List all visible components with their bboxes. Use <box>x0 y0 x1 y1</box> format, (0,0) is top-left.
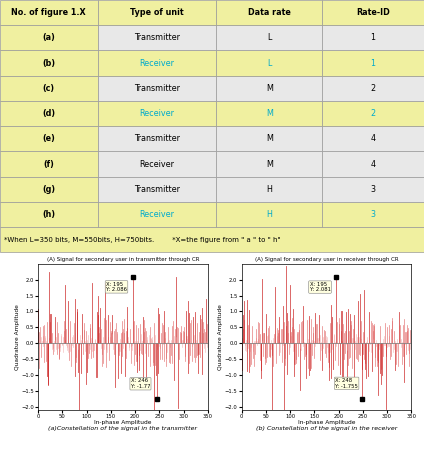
Title: (A) Signal for secondary user in transmitter through CR: (A) Signal for secondary user in transmi… <box>47 257 199 262</box>
Text: *When L=350 bits, M=550bits, H=750bits.        *X=the figure from " a " to " h": *When L=350 bits, M=550bits, H=750bits. … <box>4 237 281 243</box>
Text: Receiver: Receiver <box>139 109 174 118</box>
Text: Transmitter: Transmitter <box>134 33 180 42</box>
Text: M: M <box>266 84 273 93</box>
Text: Data rate: Data rate <box>248 8 291 17</box>
FancyBboxPatch shape <box>322 0 424 25</box>
Y-axis label: Quadrature Amplitude: Quadrature Amplitude <box>15 304 20 370</box>
FancyBboxPatch shape <box>322 25 424 50</box>
X-axis label: In-phase Amplitude: In-phase Amplitude <box>94 420 152 425</box>
FancyBboxPatch shape <box>98 0 216 25</box>
FancyBboxPatch shape <box>322 202 424 227</box>
FancyBboxPatch shape <box>216 126 322 151</box>
FancyBboxPatch shape <box>98 126 216 151</box>
FancyBboxPatch shape <box>322 126 424 151</box>
Text: H: H <box>266 210 272 219</box>
Text: (g): (g) <box>42 185 55 194</box>
FancyBboxPatch shape <box>0 0 98 25</box>
FancyBboxPatch shape <box>322 101 424 126</box>
FancyBboxPatch shape <box>0 202 98 227</box>
Text: (b) Constellation of the signal in the receiver: (b) Constellation of the signal in the r… <box>256 426 397 431</box>
Text: Transmitter: Transmitter <box>134 134 180 143</box>
FancyBboxPatch shape <box>0 50 98 75</box>
FancyBboxPatch shape <box>216 151 322 176</box>
Text: (a)Constellation of the signal in the transmitter: (a)Constellation of the signal in the tr… <box>48 426 198 431</box>
Text: 1: 1 <box>371 33 376 42</box>
FancyBboxPatch shape <box>322 151 424 176</box>
FancyBboxPatch shape <box>322 75 424 101</box>
Text: M: M <box>266 160 273 169</box>
Text: Receiver: Receiver <box>139 210 174 219</box>
Text: (e): (e) <box>42 134 55 143</box>
Text: 4: 4 <box>371 134 376 143</box>
FancyBboxPatch shape <box>0 25 98 50</box>
Text: Transmitter: Transmitter <box>134 84 180 93</box>
Text: L: L <box>267 59 271 68</box>
FancyBboxPatch shape <box>216 25 322 50</box>
Text: (f): (f) <box>43 160 54 169</box>
FancyBboxPatch shape <box>322 50 424 75</box>
X-axis label: In-phase Amplitude: In-phase Amplitude <box>298 420 355 425</box>
Text: M: M <box>266 109 273 118</box>
Text: M: M <box>266 134 273 143</box>
Text: Receiver: Receiver <box>139 160 174 169</box>
Text: 3: 3 <box>371 210 376 219</box>
Y-axis label: Quadrature Amplitude: Quadrature Amplitude <box>218 304 223 370</box>
FancyBboxPatch shape <box>0 227 424 252</box>
Text: Receiver: Receiver <box>139 59 174 68</box>
FancyBboxPatch shape <box>98 151 216 176</box>
Text: 3: 3 <box>371 185 376 194</box>
Text: (d): (d) <box>42 109 55 118</box>
FancyBboxPatch shape <box>0 176 98 202</box>
FancyBboxPatch shape <box>216 75 322 101</box>
Text: 4: 4 <box>371 160 376 169</box>
FancyBboxPatch shape <box>216 0 322 25</box>
Text: (a): (a) <box>42 33 55 42</box>
FancyBboxPatch shape <box>0 75 98 101</box>
Text: X: 195
Y: 2.086: X: 195 Y: 2.086 <box>106 282 127 292</box>
FancyBboxPatch shape <box>98 202 216 227</box>
Text: (b): (b) <box>42 59 55 68</box>
FancyBboxPatch shape <box>98 101 216 126</box>
Text: Type of unit: Type of unit <box>130 8 184 17</box>
Text: (c): (c) <box>43 84 55 93</box>
FancyBboxPatch shape <box>98 176 216 202</box>
Text: Transmitter: Transmitter <box>134 185 180 194</box>
Text: X: 246
Y: -1.77: X: 246 Y: -1.77 <box>131 378 150 389</box>
Text: X: 195
Y: 2.081: X: 195 Y: 2.081 <box>310 282 331 293</box>
FancyBboxPatch shape <box>0 151 98 176</box>
FancyBboxPatch shape <box>216 202 322 227</box>
Text: X: 248
Y: -1.755: X: 248 Y: -1.755 <box>335 378 358 389</box>
Text: H: H <box>266 185 272 194</box>
Text: 2: 2 <box>371 109 376 118</box>
FancyBboxPatch shape <box>98 25 216 50</box>
Text: L: L <box>267 33 271 42</box>
FancyBboxPatch shape <box>216 50 322 75</box>
FancyBboxPatch shape <box>98 50 216 75</box>
Text: 2: 2 <box>371 84 376 93</box>
FancyBboxPatch shape <box>216 101 322 126</box>
FancyBboxPatch shape <box>322 176 424 202</box>
Text: (h): (h) <box>42 210 55 219</box>
Text: 1: 1 <box>371 59 376 68</box>
FancyBboxPatch shape <box>0 101 98 126</box>
Text: No. of figure 1.X: No. of figure 1.X <box>11 8 86 17</box>
Title: (A) Signal for secondary user in receiver through CR: (A) Signal for secondary user in receive… <box>255 257 398 262</box>
FancyBboxPatch shape <box>216 176 322 202</box>
Text: Rate-ID: Rate-ID <box>356 8 390 17</box>
FancyBboxPatch shape <box>98 75 216 101</box>
FancyBboxPatch shape <box>0 126 98 151</box>
